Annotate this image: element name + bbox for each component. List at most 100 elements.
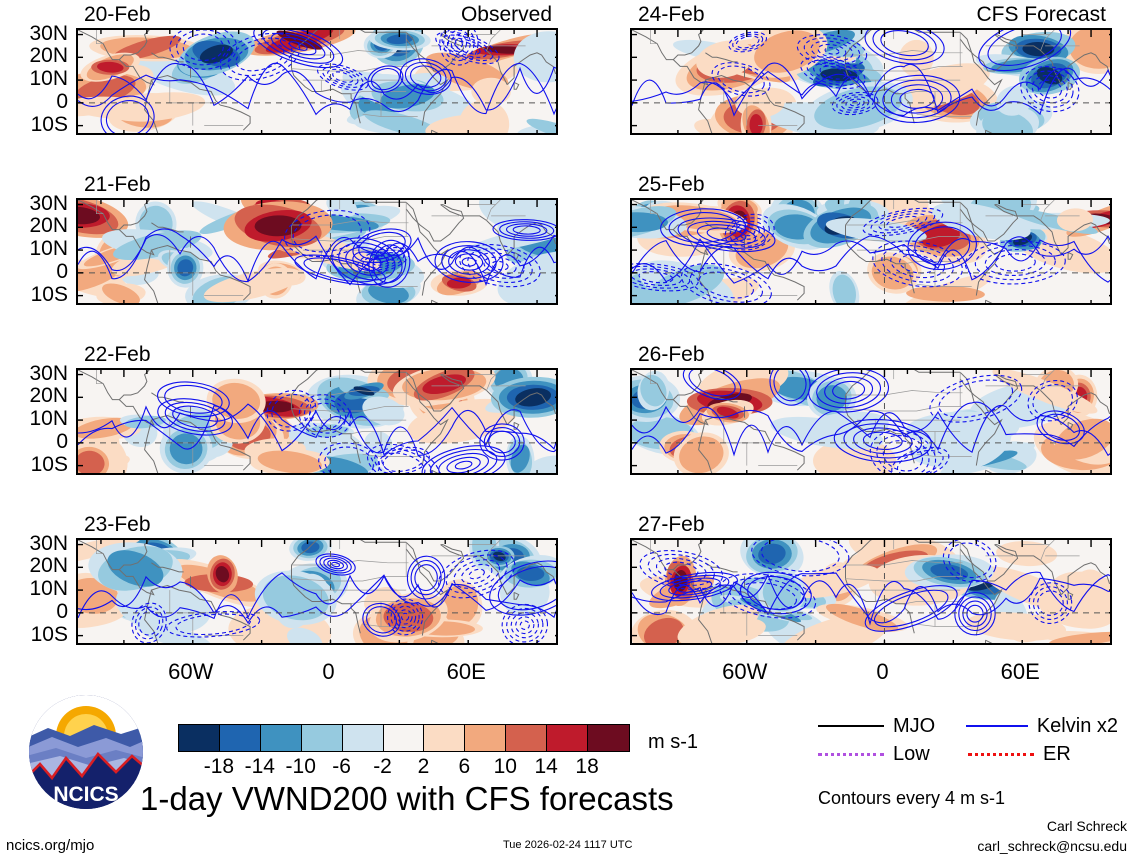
colorbar-swatch [424, 725, 466, 751]
y-axis-ticklabel: 20N [29, 44, 68, 68]
legend-item-mjo: MJO [818, 716, 966, 736]
panel-date-label: 21-Feb [84, 173, 151, 196]
colorbar-swatch [506, 725, 548, 751]
map-panel-24-feb [630, 28, 1112, 135]
kelvin-contours [78, 30, 556, 133]
contour-interval-note: Contours every 4 m s-1 [818, 788, 1006, 808]
legend-row: Low ER [818, 740, 1118, 768]
shading-layer [78, 370, 556, 473]
panel-ticks [632, 540, 1110, 643]
colorbar-ticklabel: -6 [332, 755, 351, 778]
colorbar-swatch [179, 725, 220, 751]
legend-row: MJO Kelvin x2 [818, 712, 1118, 740]
y-axis-ticklabel: 10S [30, 622, 68, 646]
y-axis-ticklabel: 30N [29, 21, 68, 45]
x-axis-ticklabel: 60W [722, 659, 768, 684]
colorbar-ticklabel: -10 [285, 755, 316, 778]
ncics-logo-text: NCICS [53, 783, 118, 806]
y-axis-ticklabel: 10N [29, 67, 68, 91]
column-header-forecast: CFS Forecast [976, 3, 1106, 26]
colorbar-ticklabel: 2 [417, 755, 430, 778]
er-line-swatch [968, 752, 1034, 756]
panel-date-label: 26-Feb [638, 343, 705, 366]
anomaly-field [632, 200, 1110, 303]
wave-type-legend: MJO Kelvin x2 Low ER [818, 712, 1118, 768]
panel-ticks [78, 200, 556, 303]
kelvin-contours [632, 30, 1110, 124]
low-line-swatch [818, 752, 884, 756]
anomaly-field [78, 200, 556, 303]
kelvin-line-swatch [966, 725, 1028, 727]
kelvin-contours [632, 540, 1110, 636]
y-axis-ticklabel: 10N [29, 237, 68, 261]
colorbar-ticklabel: -14 [244, 755, 275, 778]
x-axis-ticklabel: 60E [1000, 659, 1040, 684]
map-panel-26-feb [630, 368, 1112, 475]
map-panel-25-feb [630, 198, 1112, 305]
panel-ticks [632, 200, 1110, 303]
legend-label: MJO [893, 715, 936, 737]
legend-label: Kelvin x2 [1036, 715, 1118, 737]
panel-date-label: 24-Feb [638, 3, 705, 26]
y-axis-ticklabel: 10S [30, 112, 68, 136]
y-axis-ticklabel: 0 [56, 599, 68, 623]
y-axis-ticklabel: 0 [56, 259, 68, 283]
x-axis-ticklabel: 0 [876, 659, 889, 684]
y-axis-ticklabel: 10S [30, 452, 68, 476]
colorbar-swatch [260, 725, 302, 751]
timestamp: Tue 2026-02-24 1117 UTC [503, 839, 633, 851]
colorbar-ticklabel: 10 [493, 755, 517, 778]
legend-label: ER [1043, 743, 1071, 765]
panel-date-label: 23-Feb [84, 513, 151, 536]
y-axis-ticklabel: 30N [29, 531, 68, 555]
panel-ticks [78, 370, 556, 473]
panel-date-label: 22-Feb [84, 343, 151, 366]
x-axis-ticklabel: 0 [322, 659, 335, 684]
colorbar-ticklabel: -2 [373, 755, 392, 778]
y-axis-ticklabel: 10N [29, 407, 68, 431]
colorbar-swatch [465, 725, 507, 751]
y-axis-ticklabel: 0 [56, 429, 68, 453]
shading-layer [78, 540, 556, 643]
panel-date-label: 25-Feb [638, 173, 705, 196]
colorbar-swatch [588, 725, 629, 751]
y-axis-ticklabel: 10S [30, 282, 68, 306]
map-panel-27-feb [630, 538, 1112, 645]
legend-item-er: ER [968, 744, 1118, 764]
colorbar-swatch [301, 725, 343, 751]
map-panel-20-feb [76, 28, 558, 135]
colorbar-swatch [547, 725, 589, 751]
anomaly-field [78, 30, 556, 133]
anomaly-field [78, 370, 556, 473]
mjo-line-swatch [818, 725, 884, 727]
colorbar [178, 724, 630, 752]
anomaly-field [632, 370, 1110, 473]
x-axis-ticklabel: 60W [168, 659, 214, 684]
map-panel-23-feb [76, 538, 558, 645]
political-borders [96, 370, 526, 466]
panel-ticks [78, 30, 556, 133]
y-axis-ticklabel: 20N [29, 384, 68, 408]
colorbar-ticklabel: -18 [203, 755, 235, 778]
column-header-observed: Observed [460, 3, 552, 26]
colorbar-ticklabel: 6 [458, 755, 471, 778]
kelvin-contours [78, 209, 556, 288]
legend-item-low: Low [818, 744, 968, 764]
shading-layer [78, 200, 556, 303]
ncics-logo-svg: NCICS [29, 695, 143, 809]
author-email[interactable]: carl_schreck@ncsu.edu [977, 838, 1127, 854]
map-panel-21-feb [76, 198, 558, 305]
panel-ticks [632, 30, 1110, 133]
y-axis-ticklabel: 20N [29, 214, 68, 238]
colorbar-ticklabel: 14 [534, 755, 558, 778]
y-axis-ticklabel: 0 [56, 89, 68, 113]
colorbar-units-label: m s-1 [648, 731, 698, 753]
y-axis-ticklabel: 10N [29, 577, 68, 601]
y-axis-ticklabel: 30N [29, 191, 68, 215]
kelvin-contours [632, 370, 1110, 473]
site-url[interactable]: ncics.org/mjo [6, 837, 95, 854]
anomaly-field [78, 540, 556, 643]
y-axis-ticklabel: 30N [29, 361, 68, 385]
colorbar-ticklabel: 18 [575, 755, 599, 778]
